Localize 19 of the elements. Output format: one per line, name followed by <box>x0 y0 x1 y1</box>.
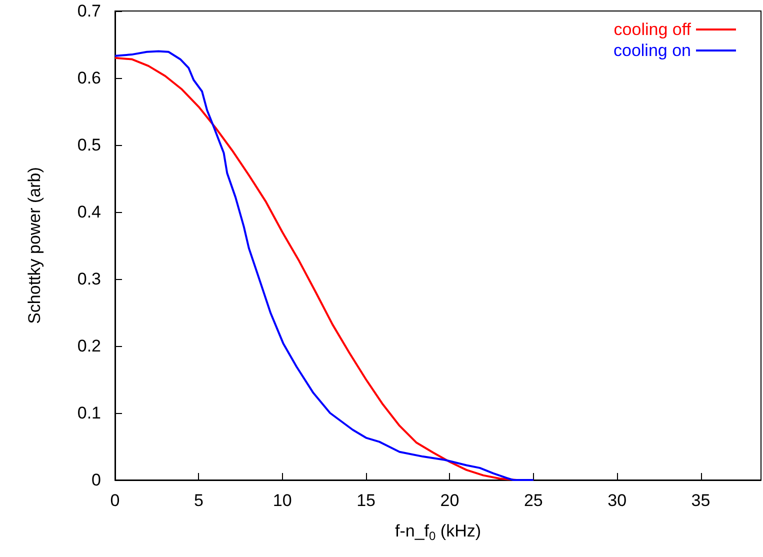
x-tick-label: 5 <box>194 491 204 510</box>
y-tick-label: 0.2 <box>77 336 101 356</box>
x-tick-label: 35 <box>691 491 710 510</box>
x-tick-label: 30 <box>608 491 627 510</box>
x-tick-label: 0 <box>110 491 120 510</box>
y-tick-label: 0.1 <box>77 404 101 422</box>
x-tick-label: 20 <box>440 491 460 510</box>
legend-label: cooling on <box>613 41 691 60</box>
y-tick-label: 0.3 <box>77 270 101 288</box>
y-tick-label: 0.4 <box>77 202 101 222</box>
y-tick-label: 0 <box>92 470 101 490</box>
legend-label: cooling off <box>614 20 692 39</box>
y-tick-label: 0.7 <box>77 2 101 20</box>
x-tick-label: 25 <box>524 491 543 510</box>
y-tick-label: 0.6 <box>77 68 101 88</box>
y-axis-title: Schottky power (arb) <box>25 167 44 324</box>
y-tick-label: 0.5 <box>77 136 101 154</box>
x-tick-label: 10 <box>272 491 292 510</box>
x-tick-label: 15 <box>356 491 376 510</box>
